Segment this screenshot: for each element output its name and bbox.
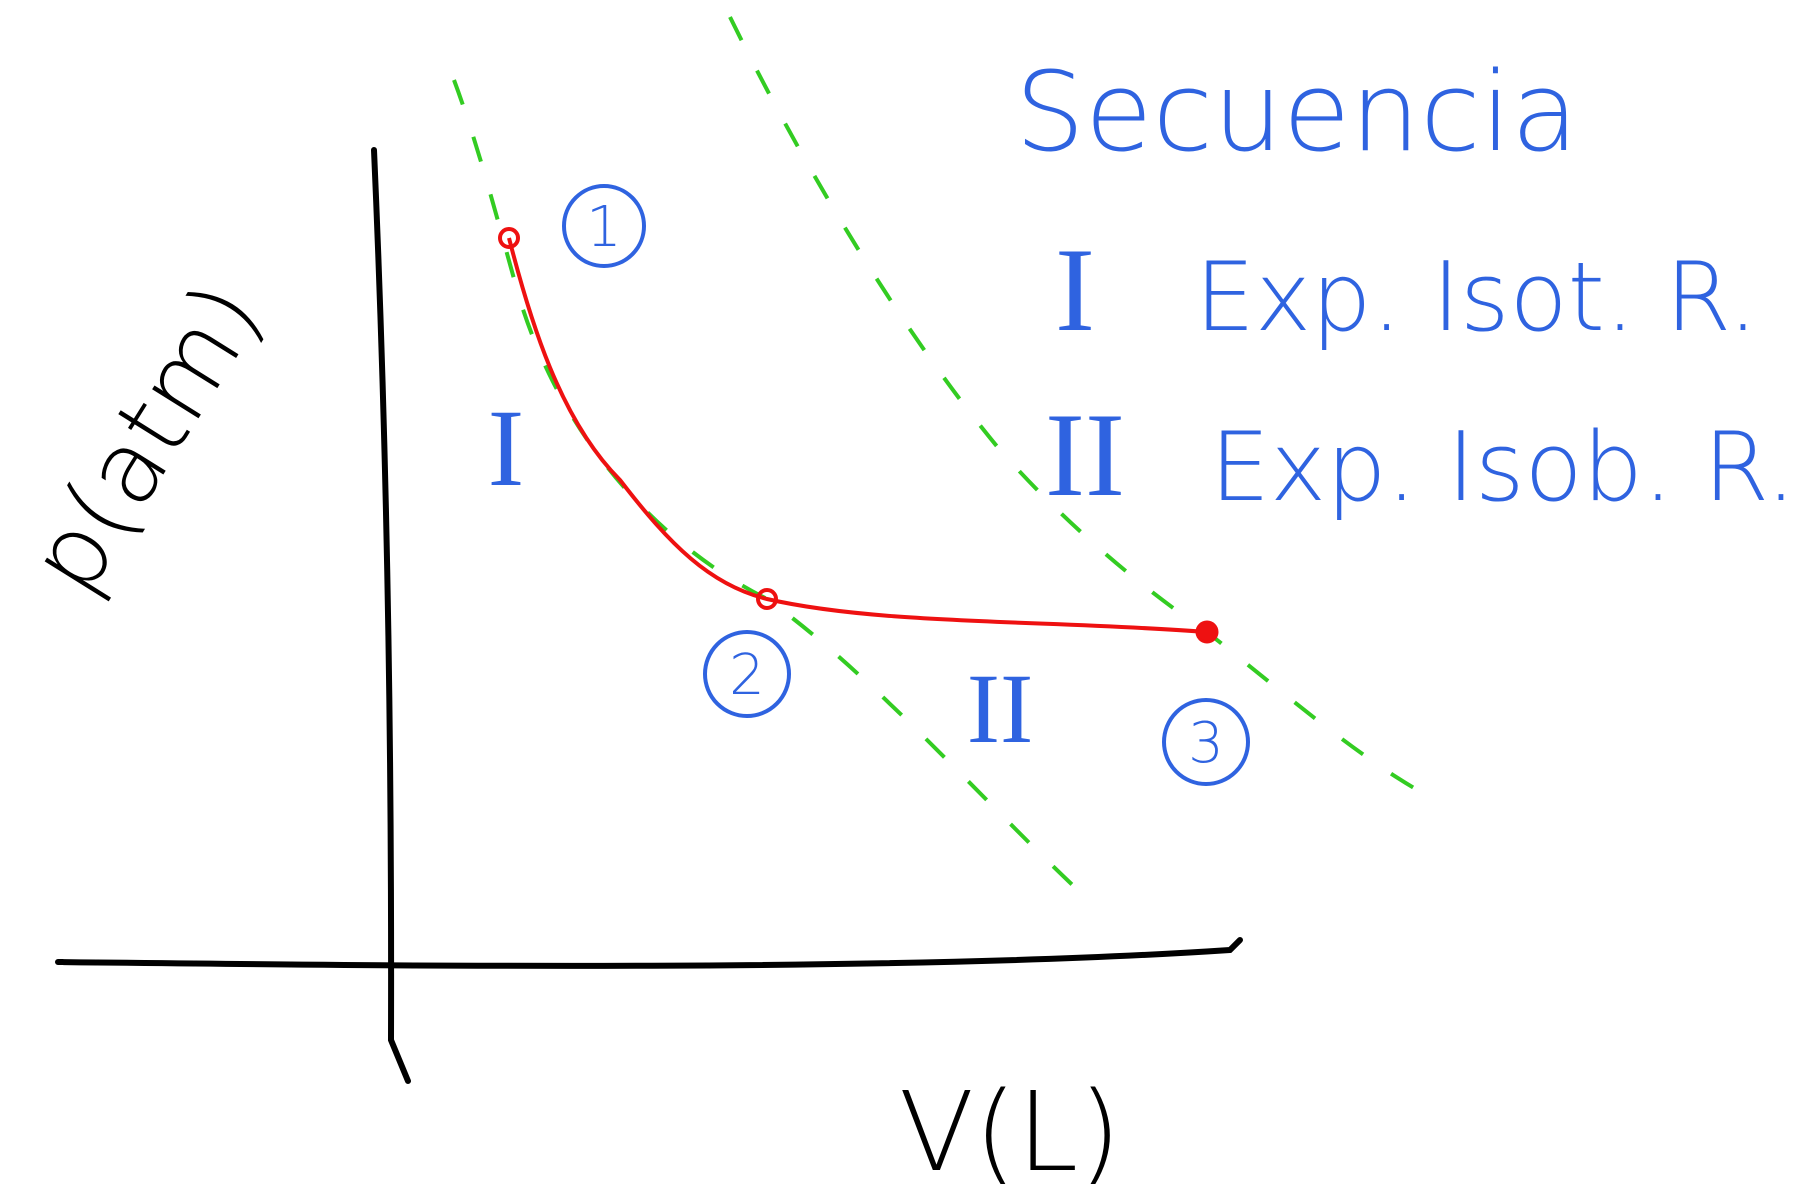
process-label: I	[488, 387, 525, 509]
sequence-title: Secuencia	[1015, 48, 1579, 176]
x-axis	[58, 940, 1240, 966]
page: {"axes": {"y_label": "p(atm)", "x_label"…	[0, 0, 1803, 1184]
step-numeral: II	[1045, 388, 1125, 521]
y-axis-label: p(atm)	[6, 263, 285, 613]
diagram: 1 2 3 I II p(atm) V(L) Secuencia I Exp. …	[0, 0, 1803, 1184]
state-label: 2	[729, 643, 765, 708]
y-axis	[374, 150, 408, 1081]
state-point	[1197, 622, 1217, 642]
process-label: II	[967, 653, 1034, 764]
isotherm-1	[454, 80, 1092, 903]
x-axis-label: V(L)	[899, 1068, 1121, 1184]
state-label: 3	[1188, 711, 1224, 776]
step-numeral: I	[1055, 223, 1095, 356]
step-text: Exp. Isob. R.	[1210, 413, 1796, 523]
step-text: Exp. Isot. R.	[1195, 243, 1758, 353]
state-label: 1	[586, 195, 622, 260]
